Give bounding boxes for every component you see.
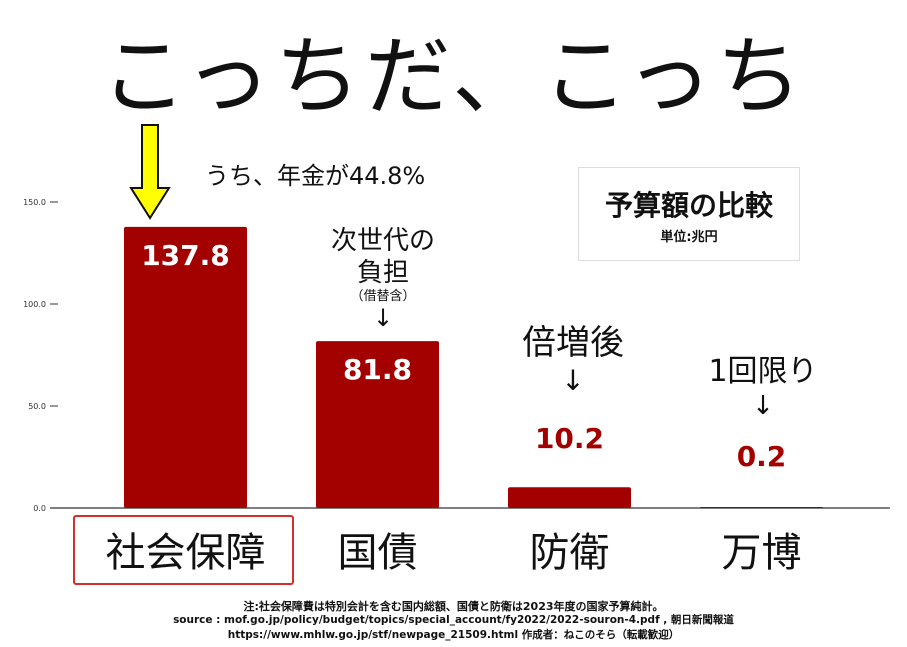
footnote-line1: 注:社会保障費は特別会計を含む国内総額、国債と防衛は2023年度の国家予算純計。 <box>243 600 664 613</box>
data-label: 10.2 <box>535 422 604 455</box>
footnote-line2: source : mof.go.jp/policy/budget/topics/… <box>173 614 734 626</box>
data-label: 81.8 <box>343 353 412 386</box>
chart-unit: 単位:兆円 <box>660 230 718 245</box>
x-tick-label: 万博 <box>722 530 802 576</box>
pension-note: うち、年金が44.8% <box>205 162 426 190</box>
down-arrow-icon: ↓ <box>752 391 774 421</box>
defense-note-label: 倍増後 <box>522 323 624 363</box>
bar <box>124 226 247 508</box>
y-tick-label: 150.0 <box>23 198 46 207</box>
x-tick-label: 社会保障 <box>106 530 266 576</box>
chart-title: 予算額の比較 <box>604 189 773 222</box>
data-label: 137.8 <box>141 239 230 272</box>
chart-title-box: 予算額の比較 単位:兆円 <box>578 167 800 261</box>
debt-note-line2: 負担 <box>356 258 409 288</box>
debt-note-line1: 次世代の <box>330 226 435 256</box>
bar <box>700 507 823 508</box>
headline: こっちだ、こっち <box>100 27 807 127</box>
data-label: 0.2 <box>737 440 787 473</box>
highlight-category-box <box>73 515 294 585</box>
bar <box>316 341 439 508</box>
debt-note-small: （借替含） <box>350 289 416 304</box>
highlight-arrow-icon <box>129 124 171 220</box>
x-tick-label: 防衛 <box>530 530 610 576</box>
bar <box>508 487 631 508</box>
down-arrow-icon: ↓ <box>372 304 394 332</box>
debt-note: 次世代の 負担 （借替含） ↓ <box>300 225 466 331</box>
x-tick-label: 国債 <box>338 530 418 576</box>
y-tick-label: 50.0 <box>28 402 46 411</box>
down-arrow-icon: ↓ <box>561 364 585 397</box>
expo-note-label: 1回限り <box>708 354 818 389</box>
expo-note: 1回限り ↓ <box>680 354 846 422</box>
y-tick-label: 100.0 <box>23 300 46 309</box>
y-tick-label: 0.0 <box>33 504 46 513</box>
footnote-line3: https://www.mhlw.go.jp/stf/newpage_21509… <box>227 629 680 641</box>
defense-note: 倍増後 ↓ <box>490 322 656 398</box>
